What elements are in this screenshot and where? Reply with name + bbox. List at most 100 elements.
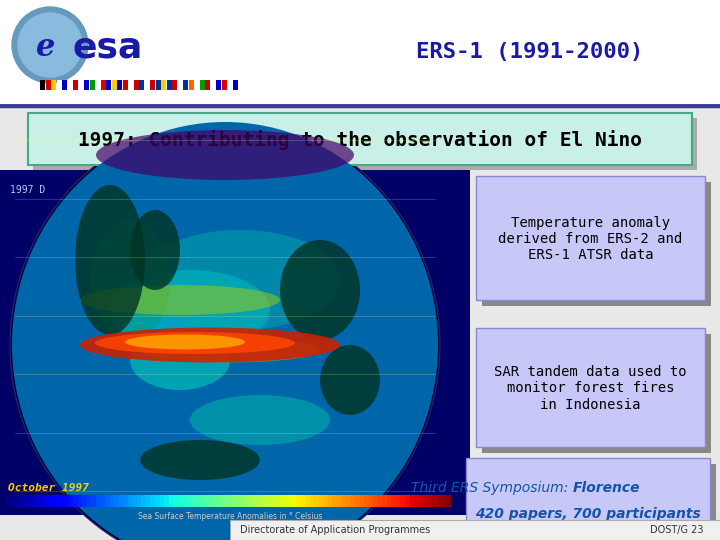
- FancyBboxPatch shape: [378, 495, 383, 507]
- Text: e: e: [36, 31, 55, 63]
- Text: Temperature anomaly
derived from ERS-2 and
ERS-1 ATSR data: Temperature anomaly derived from ERS-2 a…: [498, 216, 683, 262]
- FancyBboxPatch shape: [414, 495, 419, 507]
- FancyBboxPatch shape: [91, 495, 96, 507]
- FancyBboxPatch shape: [233, 495, 238, 507]
- Ellipse shape: [125, 334, 245, 349]
- FancyBboxPatch shape: [194, 80, 199, 90]
- FancyBboxPatch shape: [264, 495, 269, 507]
- FancyBboxPatch shape: [95, 80, 100, 90]
- Ellipse shape: [130, 210, 180, 290]
- FancyBboxPatch shape: [359, 495, 364, 507]
- FancyBboxPatch shape: [132, 495, 138, 507]
- FancyBboxPatch shape: [19, 495, 24, 507]
- Text: SAR tandem data used to
monitor forest fires
in Indonesia: SAR tandem data used to monitor forest f…: [494, 365, 687, 411]
- FancyBboxPatch shape: [387, 495, 392, 507]
- FancyBboxPatch shape: [437, 495, 442, 507]
- Text: October 1997: October 1997: [8, 483, 89, 493]
- FancyBboxPatch shape: [32, 495, 37, 507]
- FancyBboxPatch shape: [68, 495, 73, 507]
- FancyBboxPatch shape: [60, 495, 65, 507]
- FancyBboxPatch shape: [237, 495, 242, 507]
- FancyBboxPatch shape: [392, 495, 397, 507]
- FancyBboxPatch shape: [241, 495, 246, 507]
- Ellipse shape: [10, 120, 440, 540]
- FancyBboxPatch shape: [476, 328, 705, 447]
- FancyBboxPatch shape: [150, 495, 156, 507]
- FancyBboxPatch shape: [114, 495, 119, 507]
- Ellipse shape: [95, 332, 295, 354]
- FancyBboxPatch shape: [396, 495, 401, 507]
- FancyBboxPatch shape: [351, 495, 356, 507]
- FancyBboxPatch shape: [246, 495, 251, 507]
- FancyBboxPatch shape: [278, 495, 283, 507]
- FancyBboxPatch shape: [51, 80, 56, 90]
- FancyBboxPatch shape: [56, 80, 61, 90]
- FancyBboxPatch shape: [296, 495, 301, 507]
- FancyBboxPatch shape: [87, 495, 92, 507]
- FancyBboxPatch shape: [0, 170, 470, 515]
- FancyBboxPatch shape: [364, 495, 369, 507]
- FancyBboxPatch shape: [89, 80, 94, 90]
- FancyBboxPatch shape: [219, 495, 224, 507]
- Circle shape: [18, 13, 82, 77]
- FancyBboxPatch shape: [310, 495, 315, 507]
- Text: Sea Surface Temperature Anomalies in ° Celsius: Sea Surface Temperature Anomalies in ° C…: [138, 512, 322, 521]
- FancyBboxPatch shape: [200, 495, 205, 507]
- FancyBboxPatch shape: [174, 495, 179, 507]
- FancyBboxPatch shape: [287, 495, 292, 507]
- FancyBboxPatch shape: [328, 495, 333, 507]
- Ellipse shape: [280, 240, 360, 340]
- FancyBboxPatch shape: [41, 495, 46, 507]
- FancyBboxPatch shape: [346, 495, 351, 507]
- FancyBboxPatch shape: [128, 80, 133, 90]
- FancyBboxPatch shape: [14, 495, 19, 507]
- FancyBboxPatch shape: [205, 80, 210, 90]
- FancyBboxPatch shape: [233, 80, 238, 90]
- Ellipse shape: [90, 220, 170, 340]
- Ellipse shape: [75, 185, 145, 335]
- Circle shape: [12, 7, 88, 83]
- FancyBboxPatch shape: [210, 495, 215, 507]
- Ellipse shape: [12, 122, 438, 540]
- FancyBboxPatch shape: [405, 495, 410, 507]
- FancyBboxPatch shape: [5, 495, 10, 507]
- FancyBboxPatch shape: [192, 495, 197, 507]
- FancyBboxPatch shape: [472, 464, 716, 540]
- FancyBboxPatch shape: [155, 495, 160, 507]
- FancyBboxPatch shape: [355, 495, 360, 507]
- FancyBboxPatch shape: [28, 113, 692, 165]
- Ellipse shape: [96, 130, 354, 180]
- FancyBboxPatch shape: [186, 495, 192, 507]
- FancyBboxPatch shape: [369, 495, 374, 507]
- FancyBboxPatch shape: [292, 495, 297, 507]
- FancyBboxPatch shape: [105, 495, 110, 507]
- FancyBboxPatch shape: [50, 495, 55, 507]
- Ellipse shape: [140, 440, 260, 480]
- FancyBboxPatch shape: [205, 495, 210, 507]
- Text: 420 papers, 700 participants: 420 papers, 700 participants: [475, 507, 701, 521]
- FancyBboxPatch shape: [161, 80, 166, 90]
- FancyBboxPatch shape: [319, 495, 324, 507]
- FancyBboxPatch shape: [182, 495, 187, 507]
- FancyBboxPatch shape: [96, 495, 101, 507]
- FancyBboxPatch shape: [476, 176, 705, 300]
- FancyBboxPatch shape: [55, 495, 60, 507]
- FancyBboxPatch shape: [73, 495, 78, 507]
- Ellipse shape: [140, 338, 320, 362]
- FancyBboxPatch shape: [68, 80, 73, 90]
- FancyBboxPatch shape: [166, 80, 171, 90]
- Text: 1997 D: 1997 D: [10, 185, 45, 195]
- FancyBboxPatch shape: [332, 495, 337, 507]
- FancyBboxPatch shape: [183, 80, 188, 90]
- FancyBboxPatch shape: [259, 495, 264, 507]
- FancyBboxPatch shape: [62, 80, 67, 90]
- Ellipse shape: [130, 330, 230, 390]
- FancyBboxPatch shape: [9, 495, 14, 507]
- FancyBboxPatch shape: [160, 495, 165, 507]
- FancyBboxPatch shape: [216, 80, 221, 90]
- Text: Florence: Florence: [573, 481, 641, 495]
- FancyBboxPatch shape: [45, 80, 50, 90]
- FancyBboxPatch shape: [141, 495, 146, 507]
- FancyBboxPatch shape: [423, 495, 428, 507]
- FancyBboxPatch shape: [101, 80, 106, 90]
